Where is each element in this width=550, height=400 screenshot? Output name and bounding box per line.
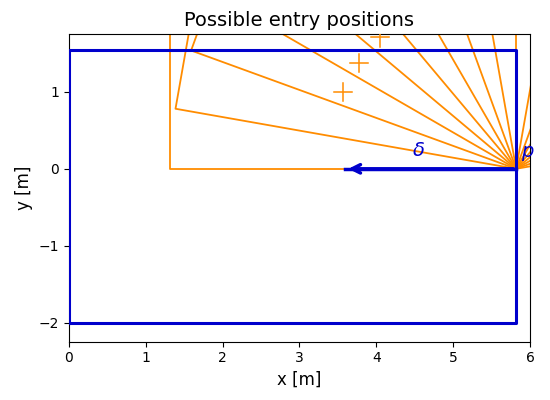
Text: $p$: $p$ [521, 144, 534, 163]
X-axis label: x [m]: x [m] [277, 371, 322, 389]
Y-axis label: y [m]: y [m] [15, 166, 33, 210]
Text: $\delta$: $\delta$ [412, 140, 425, 160]
Title: Possible entry positions: Possible entry positions [184, 11, 414, 30]
